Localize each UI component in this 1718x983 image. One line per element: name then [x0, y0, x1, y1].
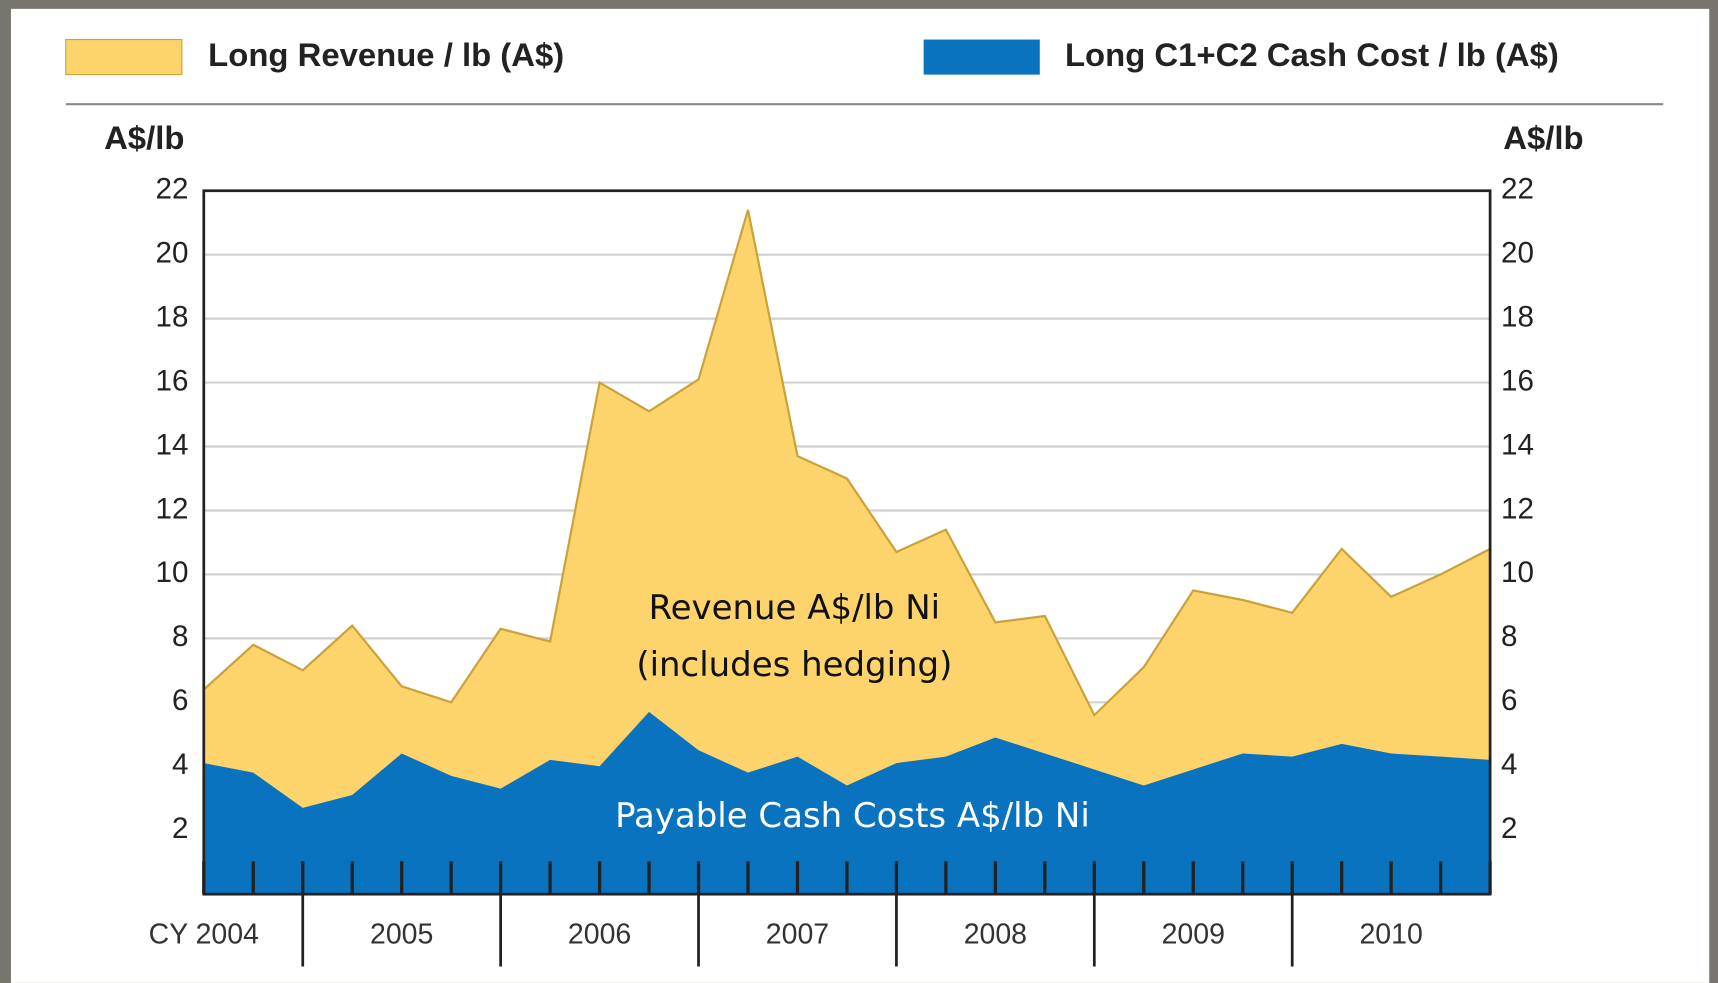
- y2-tick-label: 20: [1501, 236, 1534, 269]
- y2-tick-label: 16: [1501, 364, 1534, 397]
- y-tick-label: 2: [172, 812, 188, 845]
- x-tick-label: 2005: [370, 918, 433, 950]
- y-tick-label: 18: [156, 300, 189, 333]
- y-tick-label: 16: [156, 364, 189, 397]
- y-tick-label: 6: [172, 684, 188, 717]
- y-tick-label: 20: [156, 236, 189, 269]
- x-tick-label: 2007: [766, 918, 829, 950]
- y2-axis-label: A$/lb: [1503, 119, 1583, 156]
- y-tick-label: 22: [156, 173, 189, 206]
- y2-tick-label: 10: [1501, 556, 1534, 589]
- area: [203, 711, 1491, 895]
- legend-label: Long Revenue / lb (A$): [208, 36, 564, 73]
- y2-tick-label: 4: [1501, 748, 1517, 781]
- y-tick-label: 14: [156, 428, 189, 461]
- annotation: Revenue A$/lb Ni: [649, 588, 941, 628]
- y2-tick-label: 12: [1501, 492, 1534, 525]
- y-tick-label: 8: [172, 620, 188, 653]
- annotation: (includes hedging): [636, 645, 952, 685]
- x-tick-label: 2010: [1359, 918, 1422, 950]
- legend-label: Long C1+C2 Cash Cost / lb (A$): [1065, 36, 1559, 73]
- y-axis-label: A$/lb: [104, 119, 184, 156]
- area: [202, 209, 1492, 896]
- legend-swatch: [923, 39, 1040, 75]
- y2-tick-label: 18: [1501, 300, 1534, 333]
- y-tick-label: 12: [156, 492, 189, 525]
- y2-tick-label: 22: [1501, 173, 1534, 206]
- y2-tick-label: 8: [1501, 620, 1517, 653]
- y-tick-label: 10: [156, 556, 189, 589]
- x-tick-label: CY 2004: [149, 918, 259, 950]
- y2-tick-label: 2: [1501, 812, 1517, 845]
- x-tick-label: 2009: [1162, 918, 1225, 950]
- annotation: Payable Cash Costs A$/lb Ni: [615, 796, 1090, 836]
- y2-tick-label: 6: [1501, 684, 1517, 717]
- x-tick-label: 2008: [964, 918, 1027, 950]
- x-tick-label: 2006: [568, 918, 631, 950]
- y2-tick-label: 14: [1501, 428, 1534, 461]
- legend-swatch: [65, 38, 183, 76]
- y-tick-label: 4: [172, 748, 188, 781]
